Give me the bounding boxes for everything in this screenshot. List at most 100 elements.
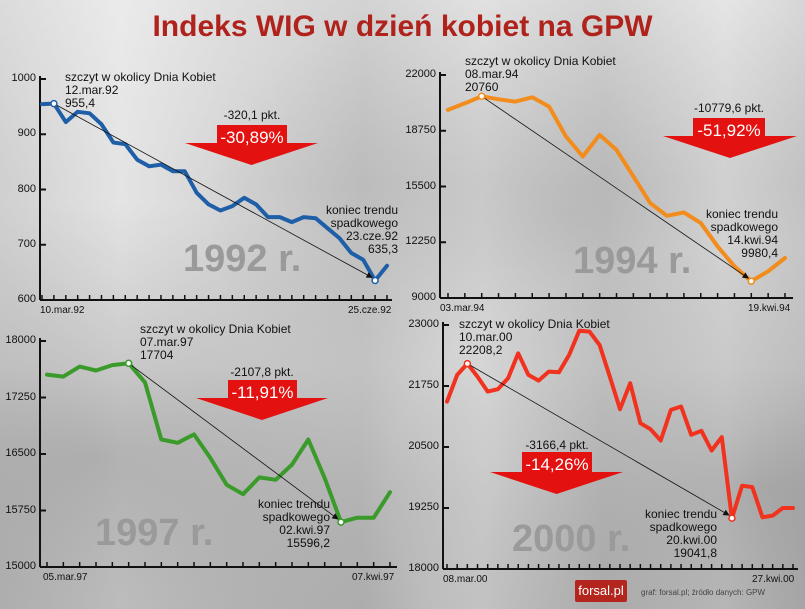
data-point xyxy=(100,123,102,125)
peak-marker xyxy=(50,99,58,108)
source-credit: graf: forsal.pl; źródło danych: GPW xyxy=(641,588,766,597)
data-point xyxy=(711,449,713,451)
data-point xyxy=(362,259,364,261)
y-tick-label: 9000 xyxy=(411,291,436,303)
data-point xyxy=(599,134,601,136)
data-point xyxy=(324,477,326,479)
data-point xyxy=(690,434,692,436)
data-point xyxy=(639,422,641,424)
peak-annotation: szczyt w okolicy Dnia Kobiet 10.mar.00 222… xyxy=(459,317,610,357)
data-point xyxy=(89,112,91,114)
year-label: 1992 r. xyxy=(183,238,302,280)
y-tick-label: 18750 xyxy=(405,123,436,136)
data-point xyxy=(267,216,269,218)
trend-arrow xyxy=(467,363,730,516)
data-point xyxy=(751,486,753,488)
trough-annotation: koniec trendu spadkowego 20.kwi.00 19041,8 xyxy=(644,507,717,560)
data-point xyxy=(208,203,210,205)
x-first-label: 10.mar.92 xyxy=(40,305,85,316)
data-point xyxy=(184,170,186,172)
x-last-label: 27.kwi.00 xyxy=(752,574,795,585)
data-point xyxy=(112,142,114,144)
data-point xyxy=(160,438,162,440)
data-point xyxy=(670,409,672,411)
data-point xyxy=(782,507,784,509)
peak-annotation: szczyt w okolicy Dnia Kobiet 08.mar.94 207… xyxy=(465,54,616,94)
data-point xyxy=(62,376,64,378)
data-point xyxy=(350,252,352,254)
trough-marker xyxy=(728,514,736,522)
data-point xyxy=(193,433,195,435)
data-point xyxy=(649,202,651,204)
forsal-logo[interactable]: forsal.pl xyxy=(575,580,627,602)
data-point xyxy=(279,216,281,218)
data-point xyxy=(741,485,743,487)
data-point xyxy=(464,102,466,104)
x-last-label: 25.cze.92 xyxy=(348,305,392,316)
year-label: 2000 r. xyxy=(512,518,631,560)
data-point xyxy=(619,408,621,410)
y-tick-label: 19250 xyxy=(408,501,439,513)
data-point xyxy=(148,165,150,167)
trough-annotation: koniec trendu spadkowego 23.cze.92 635,3 xyxy=(325,203,398,256)
y-tick-label: 600 xyxy=(17,293,36,305)
peak-marker xyxy=(463,359,472,368)
data-point xyxy=(538,380,540,382)
data-point xyxy=(111,364,113,366)
y-tick-label: 15500 xyxy=(405,179,436,192)
y-tick-label: 1000 xyxy=(11,72,36,84)
data-point xyxy=(172,170,174,172)
data-point xyxy=(226,484,228,486)
data-point xyxy=(588,331,590,333)
data-point xyxy=(373,517,375,519)
data-point xyxy=(582,156,584,158)
data-point xyxy=(258,476,260,478)
data-point xyxy=(177,442,179,444)
data-point xyxy=(447,109,449,111)
trough-marker xyxy=(337,518,345,526)
data-point xyxy=(389,491,391,493)
data-point xyxy=(721,436,723,438)
year-label: 1994 r. xyxy=(573,240,692,282)
data-point xyxy=(242,493,244,495)
data-point xyxy=(497,388,499,390)
y-tick-label: 12250 xyxy=(405,235,436,248)
data-point xyxy=(650,428,652,430)
trend-arrow xyxy=(53,103,373,278)
data-point xyxy=(291,464,293,466)
data-point xyxy=(243,197,245,199)
data-point xyxy=(660,440,662,442)
data-point xyxy=(477,376,479,378)
page-title: Indeks WIG w dzień kobiet na GPW xyxy=(152,10,653,43)
x-last-label: 07.kwi.97 xyxy=(352,572,395,583)
change-percent: -30,89% xyxy=(217,125,287,151)
data-point xyxy=(517,352,519,354)
data-point xyxy=(456,374,458,376)
data-point xyxy=(487,391,489,393)
data-point xyxy=(599,344,601,346)
data-point xyxy=(514,101,516,103)
data-point xyxy=(565,136,567,138)
data-point xyxy=(498,98,500,100)
trough-annotation: koniec trendu spadkowego 02.kwi.97 15596,2 xyxy=(257,497,330,550)
peak-annotation: szczyt w okolicy Dnia Kobiet 07.mar.97 177… xyxy=(140,322,291,362)
year-label: 1997 r. xyxy=(95,512,214,554)
y-tick-label: 15750 xyxy=(5,503,36,516)
data-point xyxy=(124,143,126,145)
trend-arrow xyxy=(481,95,749,279)
peak-marker xyxy=(477,92,486,101)
data-point xyxy=(291,221,293,223)
y-tick-label: 800 xyxy=(17,182,36,195)
data-point xyxy=(792,507,794,509)
data-point xyxy=(209,457,211,459)
data-point xyxy=(356,517,358,519)
data-point xyxy=(507,377,509,379)
data-point xyxy=(578,330,580,332)
trend-arrow xyxy=(128,362,339,520)
y-tick-label: 21750 xyxy=(408,379,439,391)
data-point xyxy=(136,159,138,161)
data-point xyxy=(275,479,277,481)
y-tick-label: 700 xyxy=(17,237,36,250)
data-point xyxy=(327,227,329,229)
